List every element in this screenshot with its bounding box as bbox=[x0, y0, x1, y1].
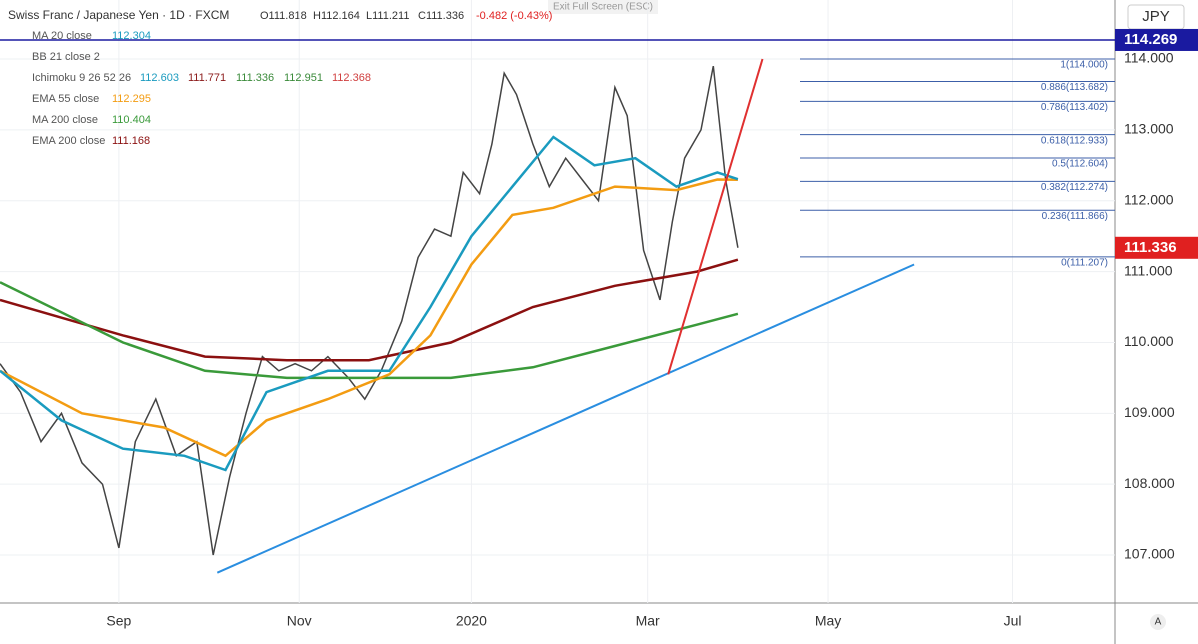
legend-value: 112.603 bbox=[140, 72, 179, 84]
fib-label: 0.236(111.866) bbox=[1042, 211, 1108, 222]
price-label: 111.336 bbox=[1124, 239, 1177, 256]
y-tick-label: 109.000 bbox=[1124, 404, 1175, 420]
legend-value: 111.771 bbox=[188, 72, 226, 84]
auto-scale-label[interactable]: A bbox=[1155, 617, 1162, 628]
legend-value: 112.295 bbox=[112, 93, 151, 105]
legend-label: Ichimoku 9 26 52 26 bbox=[32, 72, 131, 84]
y-tick-label: 107.000 bbox=[1124, 546, 1175, 562]
exit-fullscreen[interactable]: Exit Full Screen (ESC) bbox=[553, 2, 653, 13]
fib-label: 0(111.207) bbox=[1061, 258, 1108, 269]
y-tick-label: 111.000 bbox=[1124, 262, 1173, 278]
series-line bbox=[0, 135, 739, 472]
ohlc-high: H112.164 bbox=[313, 10, 360, 22]
y-tick-label: 108.000 bbox=[1124, 475, 1175, 491]
legend-value: 110.404 bbox=[112, 114, 151, 126]
ohlc-close: C111.336 bbox=[418, 10, 464, 22]
y-tick-label: 112.000 bbox=[1124, 191, 1174, 207]
y-tick-label: 113.000 bbox=[1124, 121, 1174, 137]
x-tick-label: Mar bbox=[636, 613, 660, 629]
trendline bbox=[216, 263, 915, 574]
x-tick-label: May bbox=[815, 613, 841, 629]
trendline bbox=[667, 58, 764, 375]
fib-label: 0.786(113.402) bbox=[1041, 102, 1108, 113]
legend-label: EMA 55 close bbox=[32, 93, 99, 105]
legend-value: 112.304 bbox=[112, 30, 151, 42]
series-line bbox=[0, 65, 739, 556]
legend-label: EMA 200 close bbox=[32, 135, 105, 147]
y-tick-label: 110.000 bbox=[1124, 333, 1174, 349]
x-tick-label: 2020 bbox=[456, 613, 487, 629]
series-line bbox=[0, 258, 739, 362]
x-tick-label: Jul bbox=[1004, 613, 1022, 629]
fib-label: 0.5(112.604) bbox=[1052, 159, 1108, 170]
currency: JPY bbox=[1142, 8, 1170, 25]
exit-box[interactable] bbox=[548, 0, 658, 14]
ohlc-low: L111.211 bbox=[366, 10, 409, 22]
legend-label: MA 200 close bbox=[32, 114, 98, 126]
x-tick-label: Sep bbox=[106, 613, 131, 629]
price-box bbox=[1115, 236, 1198, 259]
series-line bbox=[0, 281, 739, 380]
legend-label: BB 21 close 2 bbox=[32, 51, 100, 63]
legend-label: MA 20 close bbox=[32, 30, 92, 42]
fib-label: 0.382(112.274) bbox=[1041, 182, 1108, 193]
fib-label: 0.618(112.933) bbox=[1041, 135, 1108, 146]
legend-value: 112.951 bbox=[284, 72, 323, 84]
legend-value: 112.368 bbox=[332, 72, 371, 84]
ohlc-change: -0.482 (-0.43%) bbox=[476, 10, 552, 22]
fib-label: 1(114.000) bbox=[1060, 60, 1108, 71]
auto-scale[interactable] bbox=[1150, 614, 1166, 630]
legend-value: 111.168 bbox=[112, 135, 150, 147]
legend-value: 111.336 bbox=[236, 72, 274, 84]
y-tick-label: 114.000 bbox=[1124, 50, 1174, 66]
price-box bbox=[1115, 28, 1198, 51]
series-line bbox=[0, 178, 738, 458]
ohlc-open: O111.818 bbox=[260, 10, 307, 22]
fib-label: 0.886(113.682) bbox=[1041, 82, 1108, 93]
price-label: 114.269 bbox=[1124, 31, 1177, 48]
x-tick-label: Nov bbox=[287, 613, 312, 629]
